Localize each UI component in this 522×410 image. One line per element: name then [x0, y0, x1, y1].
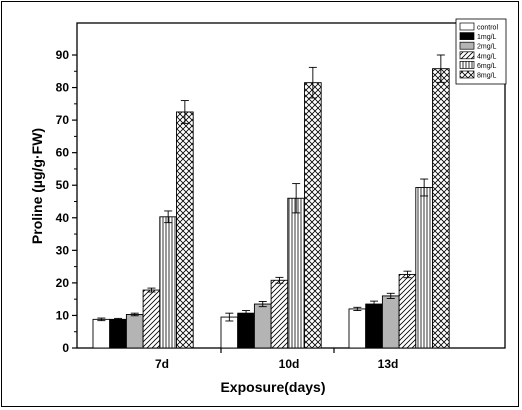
- x-axis-title: Exposure(days): [220, 379, 325, 395]
- error-bars: [97, 54, 445, 322]
- y-tick-label: 30: [56, 243, 70, 257]
- legend-label: 8mg/L: [477, 73, 497, 80]
- bar-1mg-l: [237, 312, 255, 349]
- y-tick-label: 40: [56, 211, 70, 225]
- legend-label: control: [477, 25, 498, 32]
- legend-label: 1mg/L: [477, 34, 497, 41]
- bar-6mg-l: [287, 197, 305, 349]
- bar-2mg-l: [253, 303, 272, 349]
- legend-swatch: [459, 61, 475, 69]
- y-tick-label: 90: [56, 48, 70, 62]
- bar-6mg-l: [159, 216, 177, 349]
- bar-8mg-l: [432, 68, 450, 349]
- y-tick-label: 50: [56, 178, 70, 192]
- y-tick-label: 10: [56, 308, 70, 322]
- y-tick-label: 60: [56, 146, 70, 160]
- legend-label: 6mg/L: [477, 63, 497, 70]
- bar-8mg-l: [304, 82, 322, 349]
- x-tick-label: 7d: [155, 357, 169, 371]
- y-tick-label: 80: [56, 81, 70, 95]
- legend-label: 4mg/L: [477, 53, 497, 60]
- x-tick-label: 13d: [378, 357, 399, 371]
- y-tick-label: 0: [62, 341, 69, 355]
- legend-swatch: [459, 51, 475, 60]
- bar-control: [220, 316, 239, 349]
- bar-2mg-l: [381, 295, 400, 349]
- bar-6mg-l: [415, 187, 433, 349]
- bar-1mg-l: [365, 303, 383, 349]
- legend-swatch: [459, 22, 475, 31]
- bar-control: [92, 318, 111, 349]
- bar-series: [92, 68, 450, 349]
- bar-2mg-l: [125, 314, 144, 349]
- legend-swatch: [459, 41, 475, 50]
- legend-label: 2mg/L: [477, 44, 497, 51]
- bar-8mg-l: [176, 111, 194, 349]
- legend-swatch: [459, 70, 475, 79]
- bar-4mg-l: [398, 273, 417, 349]
- y-tick-label: 20: [56, 276, 70, 290]
- legend-swatch: [459, 32, 475, 40]
- bar-4mg-l: [270, 279, 289, 349]
- bar-4mg-l: [142, 289, 161, 349]
- x-axis-ticks: 7d 10d 13d: [155, 348, 398, 371]
- y-tick-label: 70: [56, 113, 70, 127]
- bar-control: [348, 308, 367, 349]
- legend: control 1mg/L 2mg/L 4mg/L 6mg/L 8mg/L: [455, 18, 507, 85]
- x-tick-label: 10d: [279, 357, 300, 371]
- bar-1mg-l: [109, 318, 127, 349]
- y-axis-ticks: 0 10 20 30 40 50 60 70 80 90: [56, 48, 77, 355]
- y-axis-title: Proline (µg/g·FW): [29, 128, 45, 244]
